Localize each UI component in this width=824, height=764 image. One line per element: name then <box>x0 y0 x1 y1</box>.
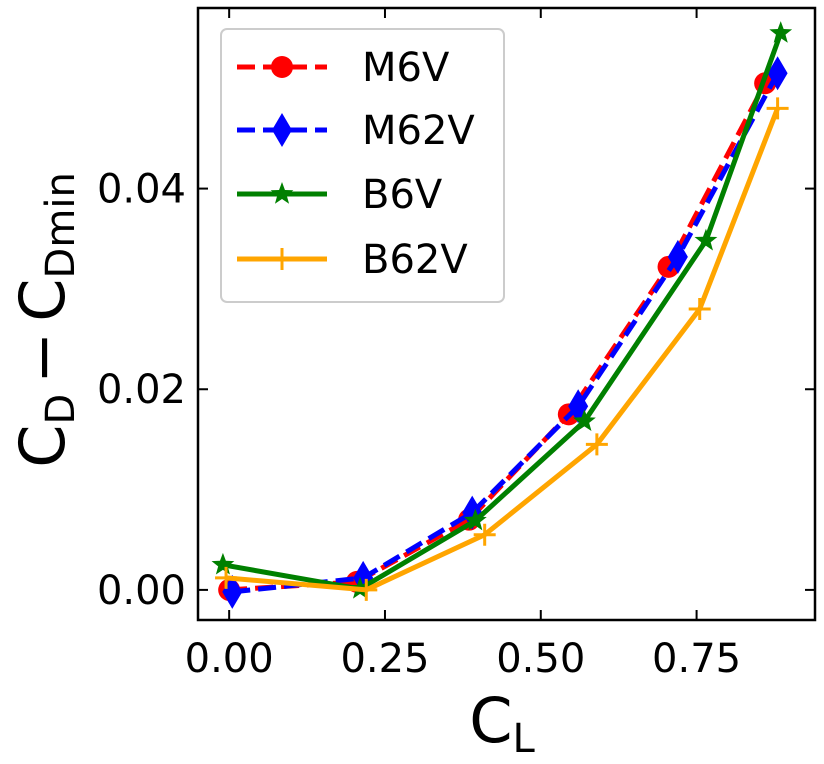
data-point-B6V <box>211 552 235 575</box>
legend-label-M62V: M62V <box>362 108 475 154</box>
data-point-B6V <box>694 228 718 251</box>
series-line-B62V <box>225 107 780 593</box>
series-line-B6V <box>222 32 784 592</box>
legend-marker-M62V <box>272 113 292 147</box>
data-point-B62V <box>215 566 238 589</box>
legend-box <box>220 28 505 303</box>
ticks-layer: 0.00 0.25 0.50 0.75 0.00 0.02 0.04 <box>97 8 815 682</box>
legend-marker-B62V <box>271 248 293 270</box>
data-point-M62V <box>767 56 788 91</box>
legend-marker-M6V <box>271 56 293 78</box>
series-B62V <box>215 97 789 601</box>
data-point-M62V <box>667 239 688 274</box>
data-point-B62V <box>473 523 496 546</box>
legend-label-M6V: M6V <box>362 45 450 91</box>
x-tick-label: 0.50 <box>496 636 585 682</box>
data-point-B6V <box>572 409 596 432</box>
legend-marker-B6V <box>270 182 294 204</box>
y-tick-label: 0.02 <box>97 367 186 413</box>
y-tick-label: 0.00 <box>97 568 186 614</box>
data-point-B6V <box>463 508 487 531</box>
x-tick-label: 0.25 <box>340 636 429 682</box>
y-tick-label: 0.04 <box>97 167 186 213</box>
x-tick-label: 0.00 <box>185 636 274 682</box>
data-point-B62V <box>355 578 378 601</box>
data-point-B62V <box>688 297 711 320</box>
data-point-B6V <box>769 21 793 43</box>
plot-area <box>196 6 817 622</box>
legend: M6V M62V B6V B62V <box>220 28 505 303</box>
legend-label-B62V: B62V <box>362 237 468 283</box>
data-point-B62V <box>766 97 789 120</box>
series-line-M62V <box>232 72 780 595</box>
data-point-B62V <box>585 433 608 456</box>
x-tick-label: 0.75 <box>652 636 741 682</box>
legend-label-B6V: B6V <box>362 172 443 218</box>
plot-frame <box>196 6 817 622</box>
x-axis-title: CL <box>469 684 535 762</box>
series-layer <box>211 21 793 609</box>
y-axis-title: CD−CDmin <box>6 172 84 468</box>
